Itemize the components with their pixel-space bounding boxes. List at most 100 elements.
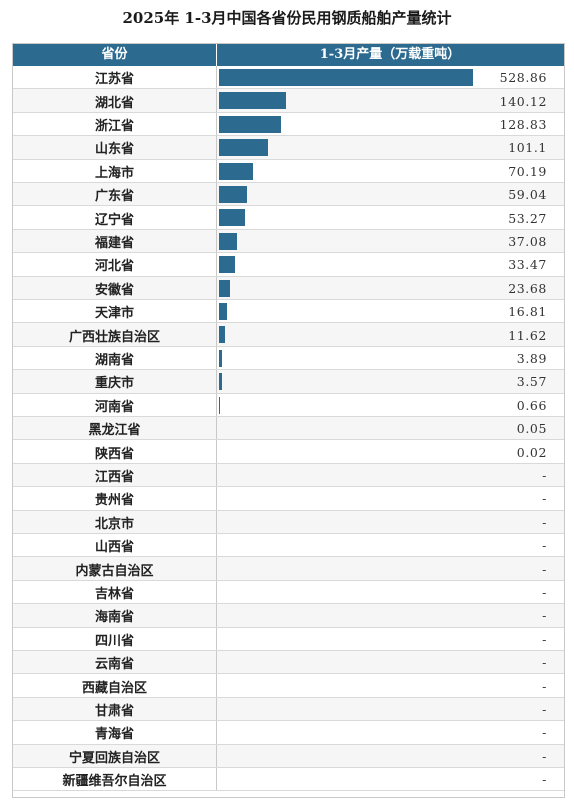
- table-row: 湖南省 3.89: [13, 346, 564, 371]
- table-row: 福建省 37.08: [13, 229, 564, 254]
- value-cell: -: [216, 674, 564, 698]
- province-label: 宁夏回族自治区: [68, 750, 160, 766]
- row-divider: [13, 111, 564, 113]
- value-label: 528.86: [499, 70, 547, 86]
- value-label: -: [542, 584, 547, 600]
- value-cell: -: [216, 557, 564, 581]
- province-label: 湖北省: [94, 95, 134, 111]
- table-row: 吉林省 -: [13, 580, 564, 605]
- value-cell: -: [216, 697, 564, 722]
- value-cell: 528.86: [216, 66, 564, 90]
- value-label: -: [542, 655, 547, 671]
- value-cell: 11.62: [216, 323, 564, 347]
- value-cell: 0.05: [216, 417, 564, 441]
- province-label: 山东省: [94, 142, 134, 158]
- value-cell: 23.68: [216, 276, 564, 300]
- value-cell: -: [216, 768, 564, 792]
- row-divider: [13, 649, 564, 651]
- row-divider: [13, 556, 564, 558]
- bar: [219, 326, 225, 344]
- value-label: -: [542, 631, 547, 647]
- value-label: -: [542, 538, 547, 554]
- table-row: 广东省 59.04: [13, 183, 564, 207]
- table-row: 新疆维吾尔自治区 -: [13, 768, 564, 792]
- province-label: 内蒙古自治区: [75, 563, 154, 579]
- bar: [219, 279, 231, 297]
- row-divider: [13, 345, 564, 347]
- row-divider: [13, 486, 564, 488]
- table-row: 西藏自治区 -: [13, 674, 564, 698]
- table-row: 安徽省 23.68: [13, 276, 564, 300]
- row-divider: [13, 415, 564, 417]
- table-row: 内蒙古自治区 -: [13, 557, 564, 581]
- row-divider: [13, 298, 564, 300]
- table-row: 江西省 -: [13, 463, 564, 488]
- row-divider: [13, 275, 564, 277]
- bar: [219, 162, 253, 180]
- value-cell: 37.08: [216, 229, 564, 254]
- province-label: 山西省: [94, 540, 134, 556]
- row-divider: [13, 439, 564, 441]
- bar: [219, 303, 228, 320]
- table-row: 青海省 -: [13, 721, 564, 745]
- province-label: 甘肃省: [94, 703, 134, 719]
- header-province: 省份: [101, 47, 128, 62]
- bar: [219, 232, 237, 250]
- table-row: 黑龙江省 0.05: [13, 417, 564, 441]
- value-label: 33.47: [508, 257, 547, 273]
- bar: [219, 256, 236, 274]
- value-label: 11.62: [508, 327, 547, 343]
- value-cell: 128.83: [216, 112, 564, 137]
- value-cell: 53.27: [216, 206, 564, 230]
- value-label: 101.1: [508, 140, 547, 156]
- province-label: 陕西省: [94, 446, 134, 462]
- value-cell: 59.04: [216, 183, 564, 207]
- bar: [219, 186, 248, 203]
- row-divider: [13, 673, 564, 675]
- province-label: 重庆市: [94, 376, 134, 392]
- province-label: 海南省: [94, 610, 134, 626]
- table-row: 河南省 0.66: [13, 393, 564, 417]
- province-label: 天津市: [94, 306, 134, 322]
- province-label: 湖南省: [94, 352, 134, 368]
- province-label: 青海省: [94, 727, 134, 743]
- value-label: -: [542, 678, 547, 694]
- table-row: 山西省 -: [13, 534, 564, 558]
- province-label: 广西壮族自治区: [68, 329, 160, 345]
- table-row: 四川省 -: [13, 627, 564, 651]
- value-label: -: [542, 748, 547, 764]
- value-label: -: [542, 467, 547, 483]
- row-divider: [13, 252, 564, 254]
- row-divider: [13, 181, 564, 183]
- table-row: 海南省 -: [13, 604, 564, 628]
- value-label: 3.89: [516, 350, 547, 366]
- row-divider: [13, 392, 564, 394]
- data-table: 省份 1-3月产量（万载重吨） 江苏省 528.86 湖北省 140.12 浙江省 128…: [12, 43, 565, 798]
- table-row: 江苏省 528.86: [13, 66, 564, 90]
- value-label: 0.02: [516, 444, 547, 460]
- value-label: -: [542, 772, 547, 788]
- province-label: 河南省: [94, 399, 134, 415]
- value-cell: -: [216, 580, 564, 605]
- bar: [219, 209, 245, 227]
- row-divider: [13, 462, 564, 464]
- row-divider: [13, 135, 564, 137]
- table-row: 广西壮族自治区 11.62: [13, 323, 564, 347]
- value-cell: 101.1: [216, 136, 564, 160]
- bar: [219, 349, 222, 367]
- value-label: 37.08: [508, 233, 547, 249]
- row-divider: [13, 696, 564, 698]
- table-row: 陕西省 0.02: [13, 440, 564, 464]
- province-label: 贵州省: [94, 493, 134, 509]
- value-label: -: [542, 561, 547, 577]
- value-cell: -: [216, 744, 564, 768]
- value-cell: -: [216, 604, 564, 628]
- bar: [219, 139, 268, 157]
- row-divider: [13, 509, 564, 511]
- table-row: 河北省 33.47: [13, 253, 564, 277]
- value-label: 53.27: [508, 210, 547, 226]
- value-label: 128.83: [499, 116, 547, 132]
- value-cell: 3.89: [216, 346, 564, 371]
- row-divider: [13, 790, 564, 792]
- row-divider: [13, 579, 564, 581]
